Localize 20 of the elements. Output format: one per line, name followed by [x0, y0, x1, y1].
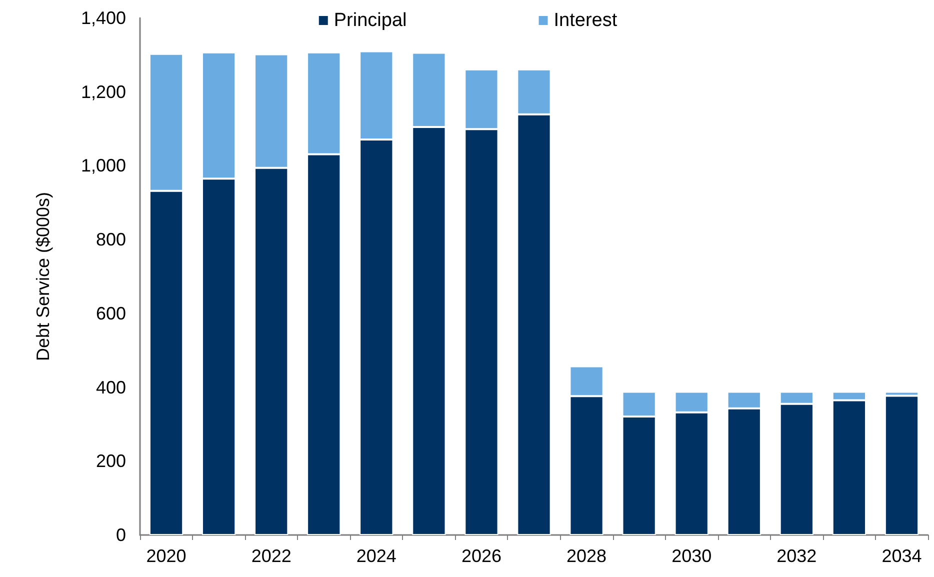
x-tick-label: 2034 [882, 546, 922, 566]
x-tick-label: 2020 [146, 546, 186, 566]
x-tick-label: 2030 [672, 546, 712, 566]
y-tick-label: 200 [96, 451, 126, 472]
x-tick-label: 2022 [251, 546, 292, 566]
legend-label: Principal [334, 10, 407, 31]
y-tick-label: 600 [96, 303, 126, 324]
legend-label: Interest [554, 10, 618, 31]
bar [884, 396, 919, 535]
y-tick-label: 400 [96, 377, 126, 398]
x-tick-label: 2028 [566, 546, 607, 566]
y-tick-label: 1,200 [80, 82, 126, 102]
x-tick-label: 2032 [776, 546, 817, 566]
x-tick-label: 2026 [461, 546, 502, 566]
y-tick-label: 800 [96, 230, 126, 250]
y-tick-label: 1,400 [80, 8, 126, 28]
y-tick-label: 0 [116, 525, 126, 545]
x-tick-label: 2024 [356, 546, 396, 566]
y-tick-label: 1,000 [80, 156, 126, 176]
y-axis-title: Debt Service ($000s) [33, 192, 53, 362]
